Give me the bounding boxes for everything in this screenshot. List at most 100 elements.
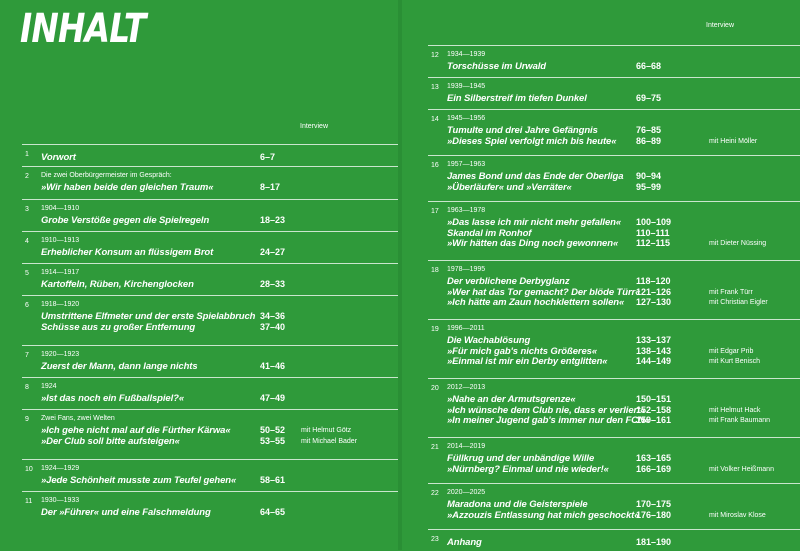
chapter-title: »Wer hat das Tor gemacht? Der blöde Türr…: [447, 286, 641, 298]
chapter-title: »Ich gehe nicht mal auf die Fürther Kärw…: [41, 425, 231, 436]
chapter-title: Torschüsse im Urwald: [447, 61, 547, 72]
interviewee: mit Frank Baumann: [709, 417, 771, 424]
chapter-title: Der »Führer« und eine Falschmeldung: [41, 507, 211, 518]
interviewee: mit Michael Bader: [301, 437, 358, 445]
toc-entry: 22 2020—2025 Maradona und die Geisterspiel…: [428, 483, 800, 529]
toc-entry: 7 1920—1923 Zuerst der Mann, dann lange ni…: [22, 345, 400, 377]
chapter-title: Skandal im Ronhof: [447, 227, 532, 239]
page-range: 170–175: [636, 499, 672, 509]
page-range: 118–120: [636, 276, 671, 286]
interviewee: mit Kurt Benisch: [709, 358, 760, 365]
page-range: 181–190: [636, 537, 672, 547]
chapter-subheading: 1904—1910: [41, 205, 80, 212]
toc-entry: 2 Die zwei Oberbürgermeister im Gespräch:…: [22, 166, 400, 199]
page-range: 53–55: [260, 435, 286, 446]
chapter-number: 5: [25, 270, 29, 277]
chapter-title: »Ist das noch ein Fußballspiel?«: [41, 393, 185, 404]
toc-entry: 1 Vorwort 6–7: [22, 144, 400, 166]
page-range: 110–111: [636, 227, 670, 238]
page-range: 76–85: [636, 125, 662, 135]
chapter-title: Anhang: [447, 537, 482, 548]
chapter-title: »Jede Schönheit musste zum Teufel gehen«: [41, 475, 237, 486]
chapter-subheading: 1914—1917: [41, 269, 80, 276]
toc-entry: 9 Zwei Fans, zwei Welten »Ich gehe nicht m…: [22, 409, 400, 459]
page-range: 127–130: [636, 297, 672, 307]
chapter-title: »Das lasse ich mir nicht mehr gefallen«: [447, 217, 622, 228]
toc-entry: 12 1934—1939 Torschüsse im Urwald 66–68: [428, 45, 800, 77]
toc-entry: 5 1914—1917 Kartoffeln, Rüben, Kirchengloc…: [22, 263, 400, 295]
chapter-number: 16: [431, 162, 439, 169]
chapter-title: James Bond und das Ende der Oberliga: [447, 171, 624, 182]
chapter-number: 7: [25, 352, 29, 359]
page-range: 152–158: [636, 404, 672, 415]
toc-right: 12 1934—1939 Torschüsse im Urwald 66–68 13 19…: [428, 45, 800, 551]
chapter-title: »In meiner Jugend gab's immer nur den FC…: [447, 415, 650, 426]
chapter-number: 11: [25, 498, 33, 505]
chapter-title: »Nürnberg? Einmal und nie wieder!«: [447, 463, 609, 475]
chapter-title: Füllkrug und der unbändige Wille: [447, 453, 595, 464]
chapter-number: 6: [25, 302, 29, 309]
chapter-number: 23: [431, 536, 439, 543]
interviewee: mit Helmut Hack: [709, 406, 761, 414]
chapter-title: Schüsse aus zu großer Entfernung: [41, 321, 196, 333]
chapter-title: Die Wachablösung: [447, 335, 531, 346]
toc-entry: 21 2014—2019 Füllkrug und der unbändige Wi…: [428, 437, 800, 483]
toc-entry: 20 2012—2013 »Nahe an der Armutsgrenze« 150…: [428, 378, 800, 437]
chapter-title: Grobe Verstöße gegen die Spielregeln: [41, 215, 210, 226]
page-range: 69–75: [636, 93, 662, 103]
page-range: 64–65: [260, 507, 286, 517]
page-range: 34–36: [260, 311, 286, 321]
chapter-number: 14: [431, 116, 439, 123]
toc-entry: 4 1910—1913 Erheblicher Konsum an flüssige…: [22, 231, 400, 263]
page-range: 66–68: [636, 61, 662, 71]
page-range: 176–180: [636, 509, 672, 520]
toc-entry: 18 1978—1995 Der verblichene Derbyglanz 118…: [428, 260, 800, 319]
interviewee: mit Miroslav Klose: [709, 511, 766, 519]
page-range: 86–89: [636, 135, 662, 146]
chapter-number: 1: [25, 151, 29, 158]
interview-column-header: Interview: [300, 123, 329, 130]
chapter-title: Maradona und die Geisterspiele: [447, 499, 588, 510]
chapter-subheading: 2014—2019: [447, 443, 486, 450]
page-range: 150–151: [636, 394, 672, 404]
chapter-title: Ein Silberstreif im tiefen Dunkel: [447, 93, 587, 104]
page-range: 41–46: [260, 361, 286, 371]
page-range: 121–126: [636, 286, 672, 297]
chapter-number: 20: [431, 385, 439, 392]
chapter-subheading: 1930—1933: [41, 497, 80, 504]
chapter-subheading: 1924: [41, 383, 57, 390]
page-gutter: [398, 0, 402, 550]
chapter-title: »Wir haben beide den gleichen Traum«: [41, 182, 214, 193]
toc-entry: 8 1924 »Ist das noch ein Fußballspiel?« 47–…: [22, 377, 400, 409]
chapter-number: 21: [431, 444, 439, 451]
toc-entry: 23 Anhang 181–190: [428, 529, 800, 551]
page-title: INHALT: [20, 6, 146, 52]
chapter-number: 18: [431, 267, 439, 274]
chapter-title: Kartoffeln, Rüben, Kirchenglocken: [41, 279, 194, 290]
chapter-number: 8: [25, 384, 29, 391]
page-range: 37–40: [260, 321, 286, 332]
chapter-subheading: 1957—1963: [447, 161, 486, 168]
page-range: 163–165: [636, 453, 672, 463]
page-range: 47–49: [260, 393, 286, 403]
interview-column-header: Interview: [706, 22, 735, 29]
page-range: 144–149: [636, 356, 672, 366]
chapter-subheading: Zwei Fans, zwei Welten: [41, 415, 115, 422]
chapter-title: »Einmal ist mir ein Derby entglitten«: [447, 356, 608, 367]
page-range: 18–23: [260, 215, 286, 225]
chapter-number: 17: [431, 208, 439, 215]
chapter-subheading: 1939—1945: [447, 83, 486, 90]
interviewee: mit Dieter Nüssing: [709, 240, 767, 247]
right-page: Interview 12 1934—1939 Torschüsse im Urwal…: [400, 0, 800, 550]
chapter-subheading: 1918—1920: [41, 301, 80, 308]
interviewee: mit Edgar Prib: [709, 347, 754, 355]
toc-entry: 3 1904—1910 Grobe Verstöße gegen die Spiel…: [22, 199, 400, 231]
interviewee: mit Volker Heißmann: [709, 465, 774, 473]
chapter-title: Zuerst der Mann, dann lange nichts: [41, 361, 198, 372]
chapter-number: 22: [431, 490, 439, 497]
toc-left: 1 Vorwort 6–7 2 Die zwei Oberbürgermeister i…: [22, 144, 400, 523]
chapter-subheading: 1963—1978: [447, 207, 486, 214]
page-range: 95–99: [636, 181, 662, 192]
chapter-subheading: Die zwei Oberbürgermeister im Gespräch:: [41, 172, 172, 179]
page-range: 8–17: [260, 182, 281, 192]
